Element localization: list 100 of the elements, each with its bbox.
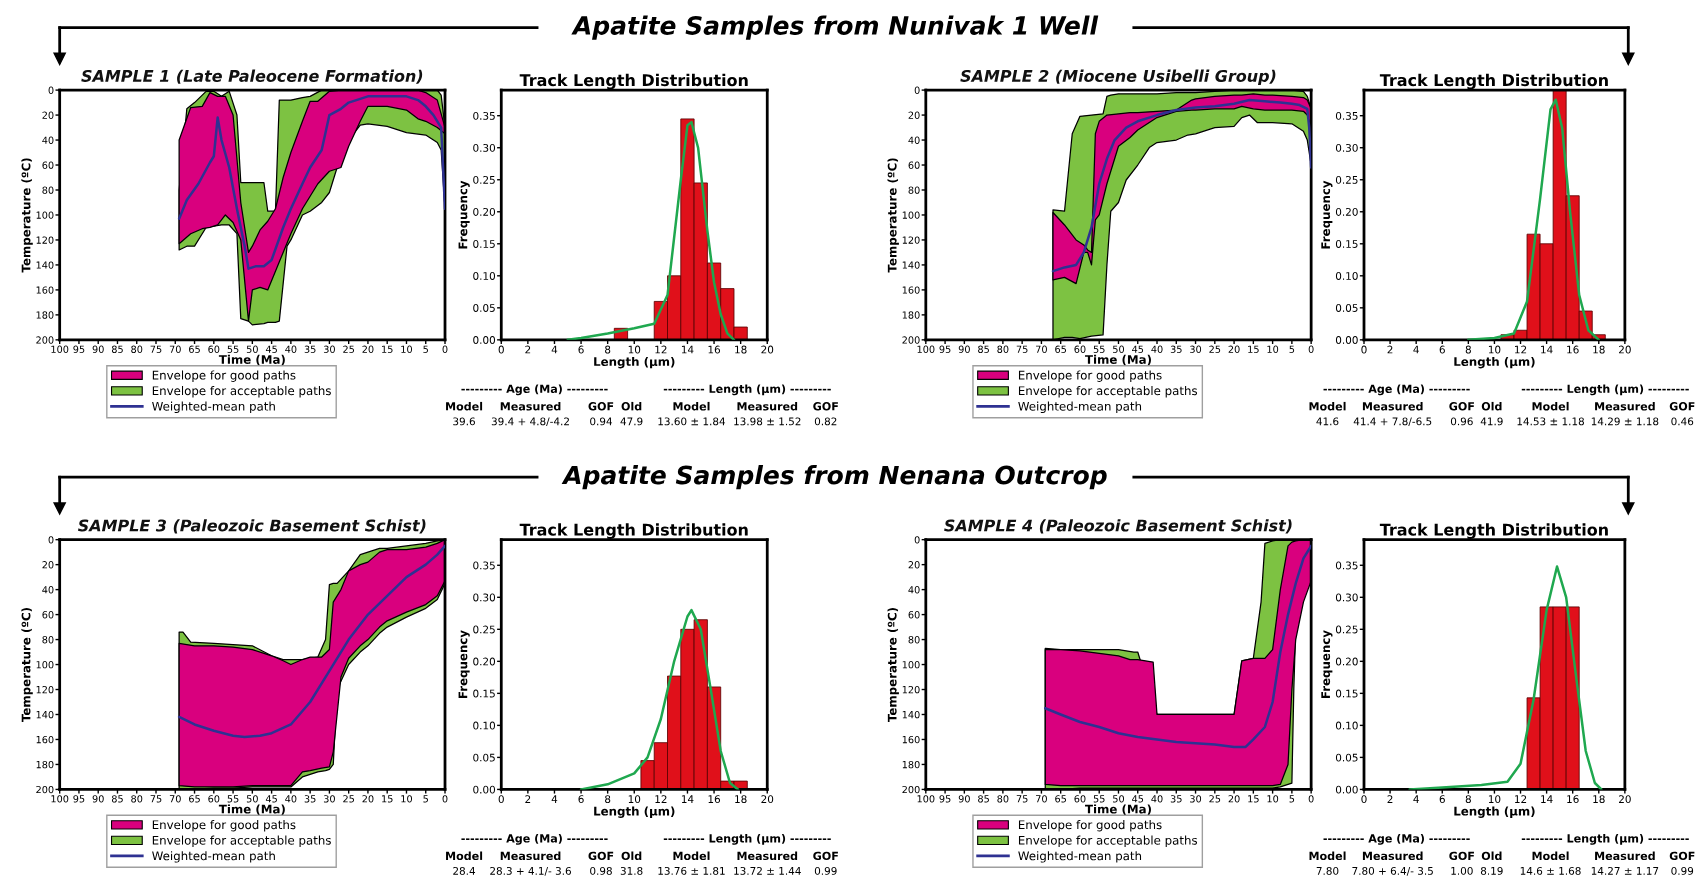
x-tick-label: 25 bbox=[1209, 795, 1221, 803]
y-tick-label: 100 bbox=[36, 211, 54, 219]
y-tick-label: 0 bbox=[914, 536, 920, 544]
x-tick-label: 75 bbox=[1016, 795, 1028, 803]
y-tick-label: 0.05 bbox=[473, 304, 495, 312]
y-tick-label: 0.15 bbox=[473, 240, 495, 248]
x-tick-label: 90 bbox=[958, 345, 970, 353]
y-tick-label: 0.00 bbox=[1335, 336, 1358, 344]
text: 14.29 ± 1.18 bbox=[1591, 417, 1659, 426]
text: 13.76 ± 1.81 bbox=[658, 866, 725, 875]
x-tick-label: 95 bbox=[939, 795, 951, 803]
text: Measured bbox=[737, 851, 798, 861]
legend-label: Envelope for good paths bbox=[1018, 370, 1162, 382]
x-tick-label: 4 bbox=[1413, 795, 1419, 803]
text: 13.60 ± 1.84 bbox=[658, 417, 726, 426]
x-tick-label: 8 bbox=[605, 345, 611, 354]
x-tick-label: 10 bbox=[1267, 795, 1279, 803]
text: Measured bbox=[1362, 851, 1423, 861]
y-tick-label: 0.00 bbox=[473, 785, 496, 794]
y-tick-label: 20 bbox=[42, 111, 54, 119]
x-tick-label: 4 bbox=[551, 345, 558, 354]
y-tick-label: 0.25 bbox=[1335, 175, 1358, 184]
x-tick-label: 75 bbox=[150, 795, 162, 803]
y-tick-label: 0.10 bbox=[473, 272, 496, 280]
x-tick-label: 20 bbox=[1228, 345, 1240, 353]
text: GOF bbox=[588, 851, 614, 861]
x-axis-title: Length (µm) bbox=[594, 356, 675, 369]
x-tick-label: 4 bbox=[1413, 345, 1419, 354]
x-tick-label: 0 bbox=[1308, 795, 1314, 803]
line-series bbox=[1408, 565, 1603, 790]
text: GOF bbox=[1449, 851, 1474, 861]
legend-label: Weighted-mean path bbox=[1018, 851, 1142, 863]
text: GOF bbox=[813, 851, 838, 861]
y-tick-label: 40 bbox=[908, 586, 920, 594]
y-tick-label: 0.30 bbox=[473, 593, 496, 602]
text: GOF bbox=[1669, 402, 1695, 411]
x-tick-label: 18 bbox=[735, 345, 747, 354]
text: 0.96 bbox=[1450, 417, 1473, 426]
y-tick-label: 0.30 bbox=[1335, 593, 1358, 602]
x-tick-label: 60 bbox=[208, 345, 220, 353]
text: 1.00 bbox=[1451, 866, 1473, 875]
x-tick-label: 60 bbox=[1074, 345, 1086, 353]
y-axis-title: Temperature (ºC) bbox=[887, 158, 899, 273]
x-tick-label: 20 bbox=[1228, 795, 1240, 803]
x-tick-label: 20 bbox=[761, 345, 774, 354]
legend-label: Envelope for good paths bbox=[152, 370, 296, 382]
text: --------- Age (Ma) --------- bbox=[1323, 833, 1470, 845]
x-tick-label: 15 bbox=[382, 345, 393, 353]
y-tick-label: 0.10 bbox=[473, 721, 496, 730]
x-tick-label: 14 bbox=[681, 795, 694, 803]
x-tick-label: 10 bbox=[401, 345, 413, 353]
text: 0.99 bbox=[1671, 866, 1694, 875]
x-tick-label: 55 bbox=[227, 345, 239, 353]
x-tick-label: 50 bbox=[246, 345, 258, 353]
y-tick-label: 0.25 bbox=[1335, 625, 1358, 634]
y-tick-label: 0.25 bbox=[473, 625, 495, 634]
y-axis-title: Frequency bbox=[458, 630, 470, 699]
y-tick-label: 120 bbox=[36, 236, 54, 244]
x-axis-title: Time (Ma) bbox=[1085, 804, 1151, 815]
y-tick-label: 180 bbox=[902, 760, 920, 769]
x-tick-label: 15 bbox=[382, 795, 393, 803]
text: 0.82 bbox=[814, 417, 837, 426]
x-tick-label: 18 bbox=[1593, 795, 1605, 804]
y-tick-label: 160 bbox=[36, 735, 54, 744]
text: 31.8 bbox=[620, 866, 643, 875]
y-tick-label: 60 bbox=[908, 611, 920, 619]
x-tick-label: 40 bbox=[285, 795, 297, 803]
x-tick-label: 40 bbox=[1151, 795, 1163, 803]
y-tick-label: 0.30 bbox=[473, 143, 496, 152]
text: GOF bbox=[1449, 402, 1474, 411]
chart-title: Track Length Distribution bbox=[1379, 73, 1608, 90]
text: 0.99 bbox=[814, 866, 837, 875]
x-tick-label: 10 bbox=[1267, 345, 1279, 353]
x-tick-label: 5 bbox=[1289, 345, 1295, 353]
legend-label: Envelope for good paths bbox=[152, 820, 296, 832]
x-tick-label: 45 bbox=[1132, 345, 1144, 353]
x-tick-label: 20 bbox=[761, 795, 774, 804]
text: 39.6 bbox=[453, 417, 475, 426]
x-tick-label: 55 bbox=[227, 795, 239, 803]
text: 14.53 ± 1.18 bbox=[1517, 417, 1584, 426]
chart-title: SAMPLE 3 (Paleozoic Basement Schist) bbox=[77, 519, 426, 534]
y-axis-title: Temperature (ºC) bbox=[887, 607, 899, 723]
x-tick-label: 5 bbox=[1289, 795, 1295, 803]
x-tick-label: 16 bbox=[1567, 795, 1579, 804]
y-tick-label: 0.25 bbox=[473, 175, 495, 184]
x-tick-label: 18 bbox=[735, 795, 747, 804]
y-tick-label: 160 bbox=[902, 735, 920, 744]
x-tick-label: 0 bbox=[1361, 345, 1367, 354]
x-tick-label: 65 bbox=[1055, 345, 1067, 353]
x-tick-label: 35 bbox=[1170, 795, 1182, 803]
text: 8.19 bbox=[1480, 866, 1503, 875]
x-axis-title: Time (Ma) bbox=[218, 804, 285, 815]
y-tick-label: 0.20 bbox=[1335, 657, 1358, 666]
y-tick-label: 100 bbox=[902, 661, 920, 669]
y-tick-label: 60 bbox=[908, 161, 920, 169]
x-tick-label: 45 bbox=[265, 795, 277, 803]
text: --------- Age (Ma) --------- bbox=[1323, 384, 1470, 396]
y-tick-label: 80 bbox=[908, 186, 920, 194]
legend-label: Envelope for acceptable paths bbox=[1018, 386, 1198, 398]
text: GOF bbox=[813, 402, 838, 411]
